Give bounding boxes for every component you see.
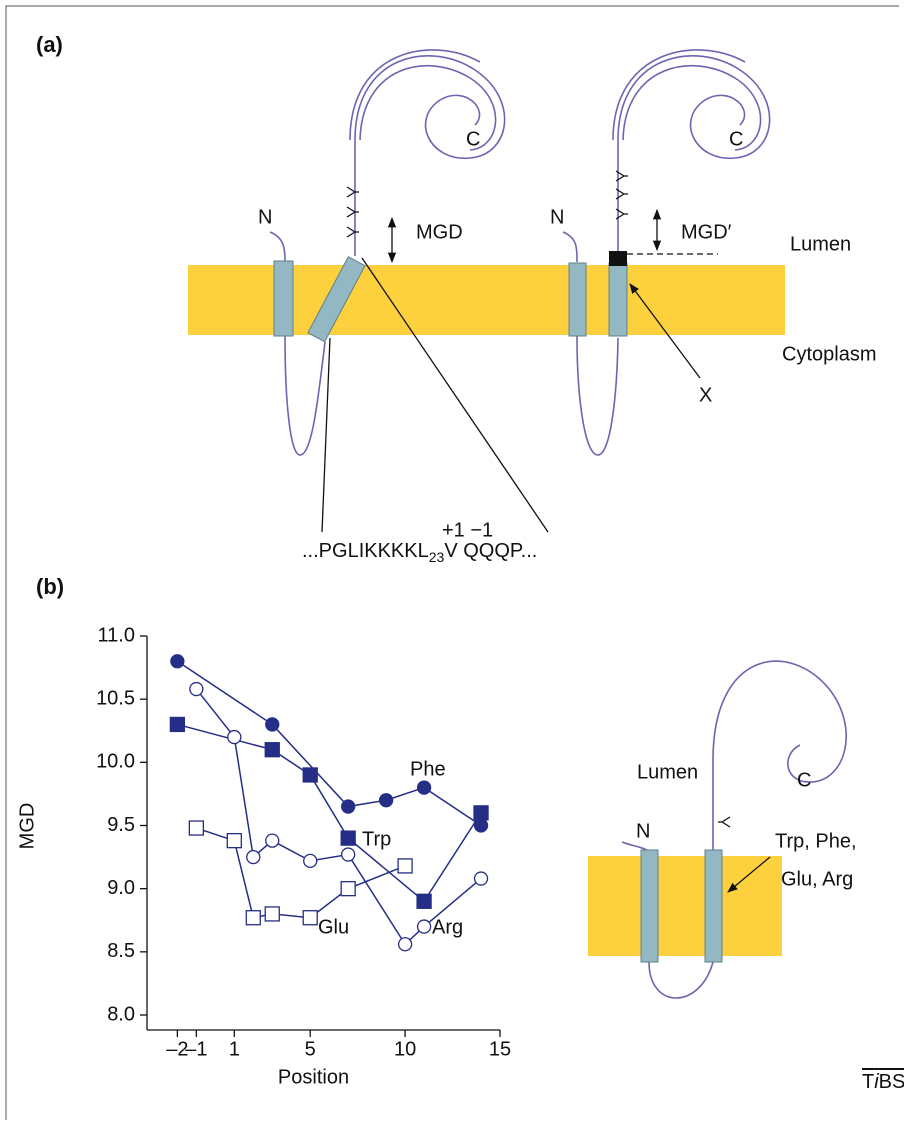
x-tick-label: 1 xyxy=(229,1038,240,1060)
marker xyxy=(341,831,355,845)
protein-chain xyxy=(563,56,770,455)
marker xyxy=(417,894,431,908)
marker xyxy=(170,717,184,731)
lumen-label: Lumen xyxy=(637,761,698,783)
marker xyxy=(380,794,393,807)
helix xyxy=(705,850,722,962)
n-terminus: N xyxy=(258,206,272,228)
residues-label: Glu, Arg xyxy=(781,868,853,890)
helix xyxy=(274,261,293,336)
x-axis-title: Position xyxy=(278,1066,349,1088)
sequence-superscript: +1 −1 xyxy=(442,519,493,541)
x-tick-label: –1 xyxy=(185,1038,207,1060)
glycans xyxy=(347,187,359,237)
sequence-part: ...PGLIKKKKL xyxy=(302,540,429,562)
series-label: Arg xyxy=(432,916,463,938)
marker xyxy=(398,859,412,873)
marker xyxy=(266,718,279,731)
series-line xyxy=(196,689,481,944)
c-terminus: C xyxy=(466,128,480,150)
credit: TiBS xyxy=(862,1071,904,1093)
helix xyxy=(641,850,658,962)
panel-label: (b) xyxy=(36,574,64,599)
panel-label: (a) xyxy=(36,32,63,57)
marker xyxy=(303,768,317,782)
x-tick-label: 5 xyxy=(305,1038,316,1060)
y-tick-label: 8.5 xyxy=(107,940,135,962)
x-label: X xyxy=(699,384,712,406)
marker xyxy=(342,848,355,861)
pointer-line xyxy=(322,338,330,532)
y-tick-label: 11.0 xyxy=(98,624,135,646)
marker xyxy=(265,907,279,921)
helix xyxy=(569,263,586,336)
n-terminus: N xyxy=(550,206,564,228)
marker xyxy=(304,854,317,867)
marker xyxy=(266,834,279,847)
lumen-label: Lumen xyxy=(790,233,851,255)
marker xyxy=(475,819,488,832)
c-terminus: C xyxy=(797,769,811,791)
y-tick-label: 9.5 xyxy=(107,814,135,836)
sequence-part: V xyxy=(444,540,458,562)
mgd-label: MGD xyxy=(416,221,463,243)
x-tick-label: 15 xyxy=(489,1038,511,1060)
marker xyxy=(399,938,412,951)
y-tick-label: 9.0 xyxy=(107,877,135,899)
mgd-prime-label: MGD′ xyxy=(681,221,732,243)
n-terminus: N xyxy=(636,820,650,842)
marker xyxy=(190,683,203,696)
sequence: ...PGLIKKKKL23V QQQP... xyxy=(302,540,537,564)
marker xyxy=(227,834,241,848)
marker xyxy=(246,911,260,925)
marker xyxy=(474,806,488,820)
residues-label: Trp, Phe, xyxy=(775,830,857,852)
series-label: Trp xyxy=(362,828,391,850)
figure: (a) N C MGD ...PGLIKKKKL23V QQQP... +1 −… xyxy=(0,0,904,1124)
marker xyxy=(189,821,203,835)
marker xyxy=(341,882,355,896)
series-label: Glu xyxy=(318,916,349,938)
marker xyxy=(247,851,260,864)
marker xyxy=(342,800,355,813)
sequence-subscript: 23 xyxy=(429,549,445,565)
y-tick-label: 10.0 xyxy=(96,751,135,773)
x-tick-label: 10 xyxy=(394,1038,416,1060)
marker xyxy=(475,872,488,885)
marker xyxy=(171,655,184,668)
marker xyxy=(265,743,279,757)
residue-x xyxy=(609,251,627,266)
credit-part: T xyxy=(862,1071,874,1093)
cytoplasm-label: Cytoplasm xyxy=(782,343,876,365)
marker xyxy=(418,920,431,933)
y-axis-title: MGD xyxy=(16,803,38,850)
series-line xyxy=(177,724,481,901)
credit-part: BS xyxy=(879,1071,904,1093)
series-line xyxy=(177,661,481,825)
protein-chain xyxy=(270,56,505,455)
marker xyxy=(303,911,317,925)
sequence-part: QQQP... xyxy=(458,540,538,562)
y-tick-label: 8.0 xyxy=(107,1003,135,1025)
series-label: Phe xyxy=(410,758,446,780)
y-tick-label: 10.5 xyxy=(96,687,135,709)
helix xyxy=(609,263,627,336)
glycan xyxy=(718,817,730,827)
marker xyxy=(418,781,431,794)
c-terminus: C xyxy=(729,128,743,150)
marker xyxy=(228,731,241,744)
